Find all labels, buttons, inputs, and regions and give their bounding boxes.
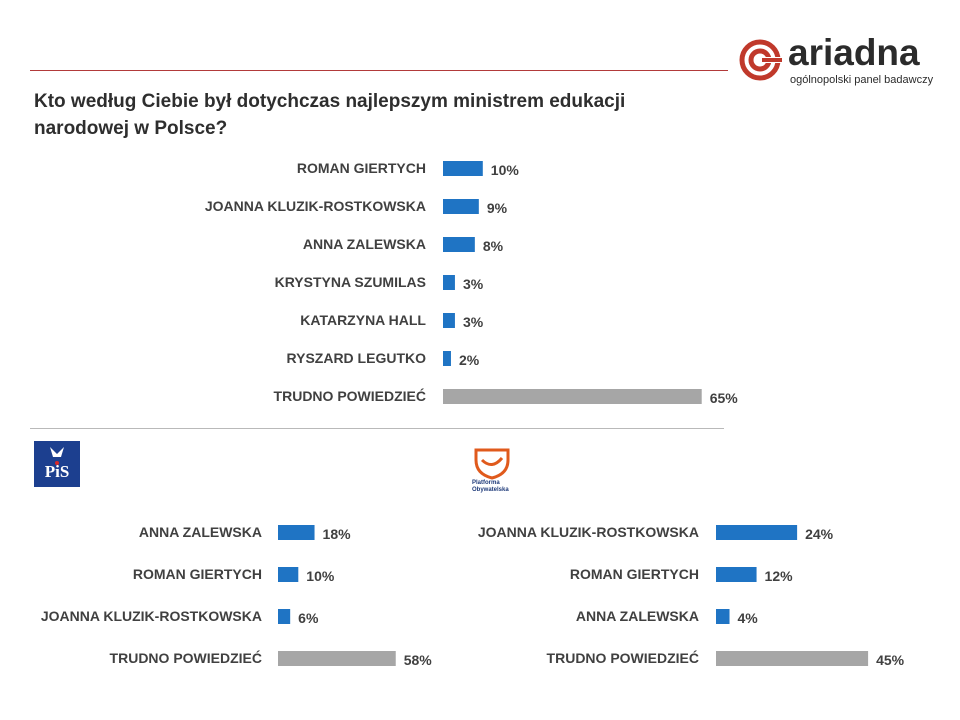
category-label: JOANNA KLUZIK-ROSTKOWSKA bbox=[41, 608, 262, 624]
logo-name: ariadna bbox=[788, 32, 920, 73]
category-label: TRUDNO POWIEDZIEĆ bbox=[274, 387, 426, 404]
value-label: 4% bbox=[738, 610, 759, 626]
category-label: JOANNA KLUZIK-ROSTKOWSKA bbox=[205, 198, 426, 214]
bar bbox=[443, 161, 483, 176]
category-label: TRUDNO POWIEDZIEĆ bbox=[110, 649, 262, 666]
bar bbox=[716, 525, 798, 540]
value-label: 58% bbox=[404, 652, 433, 668]
bar bbox=[716, 651, 869, 666]
category-label: TRUDNO POWIEDZIEĆ bbox=[547, 649, 699, 666]
ariadna-spiral-icon bbox=[739, 39, 782, 81]
value-label: 12% bbox=[765, 568, 794, 584]
value-label: 6% bbox=[298, 610, 319, 626]
category-label: ANNA ZALEWSKA bbox=[139, 524, 262, 540]
bar bbox=[443, 313, 455, 328]
category-label: ANNA ZALEWSKA bbox=[303, 236, 426, 252]
chart-po-voters: JOANNA KLUZIK-ROSTKOWSKA 24% ROMAN GIERTYC… bbox=[440, 512, 940, 682]
value-label: 8% bbox=[483, 238, 504, 254]
category-label: KATARZYNA HALL bbox=[300, 312, 426, 328]
category-label: ROMAN GIERTYCH bbox=[297, 160, 426, 176]
value-label: 45% bbox=[876, 652, 905, 668]
value-label: 3% bbox=[463, 314, 484, 330]
bar bbox=[443, 351, 451, 366]
bar bbox=[443, 199, 479, 214]
bar bbox=[443, 275, 455, 290]
ariadna-logo: ariadna ogólnopolski panel badawczy bbox=[738, 32, 950, 90]
po-logo: Platforma Obywatelska bbox=[466, 446, 522, 498]
value-label: 2% bbox=[459, 352, 480, 368]
bar bbox=[278, 651, 396, 666]
pis-logo: PiS bbox=[34, 441, 80, 487]
chart-pis-voters: ANNA ZALEWSKA 18% ROMAN GIERTYCH 10% JOANNA … bbox=[0, 512, 460, 682]
bar bbox=[716, 567, 757, 582]
bar bbox=[716, 609, 730, 624]
pis-emblem-icon: PiS bbox=[45, 447, 70, 481]
po-logo-line1: Platforma bbox=[472, 480, 500, 486]
chart-overall-svg: ROMAN GIERTYCH 10% JOANNA KLUZIK-ROSTKOWSK… bbox=[205, 160, 739, 406]
category-label: ANNA ZALEWSKA bbox=[576, 608, 699, 624]
po-emblem-icon bbox=[474, 448, 510, 480]
bar bbox=[443, 389, 702, 404]
chart-pis-voters-svg: ANNA ZALEWSKA 18% ROMAN GIERTYCH 10% JOANNA … bbox=[41, 524, 433, 668]
header-divider bbox=[30, 70, 728, 71]
pis-logo-text: PiS bbox=[45, 462, 70, 481]
bar bbox=[278, 609, 291, 624]
category-label: RYSZARD LEGUTKO bbox=[287, 350, 427, 366]
survey-question: Kto według Ciebie był dotychczas najleps… bbox=[34, 91, 626, 139]
bar bbox=[278, 567, 299, 582]
bar bbox=[278, 525, 315, 540]
value-label: 3% bbox=[463, 276, 484, 292]
category-label: ROMAN GIERTYCH bbox=[570, 566, 699, 582]
value-label: 10% bbox=[306, 568, 335, 584]
value-label: 24% bbox=[805, 526, 834, 542]
chart-overall: ROMAN GIERTYCH 10% JOANNA KLUZIK-ROSTKOWSK… bbox=[0, 150, 760, 410]
section-divider bbox=[30, 428, 724, 429]
chart-po-voters-svg: JOANNA KLUZIK-ROSTKOWSKA 24% ROMAN GIERTYC… bbox=[478, 524, 905, 668]
logo-tagline: ogólnopolski panel badawczy bbox=[790, 74, 934, 86]
po-logo-line2: Obywatelska bbox=[472, 487, 509, 493]
category-label: JOANNA KLUZIK-ROSTKOWSKA bbox=[478, 524, 699, 540]
value-label: 10% bbox=[491, 162, 520, 178]
category-label: KRYSTYNA SZUMILAS bbox=[275, 274, 426, 290]
value-label: 18% bbox=[323, 526, 352, 542]
value-label: 65% bbox=[710, 390, 739, 406]
bar bbox=[443, 237, 475, 252]
category-label: ROMAN GIERTYCH bbox=[133, 566, 262, 582]
value-label: 9% bbox=[487, 200, 508, 216]
